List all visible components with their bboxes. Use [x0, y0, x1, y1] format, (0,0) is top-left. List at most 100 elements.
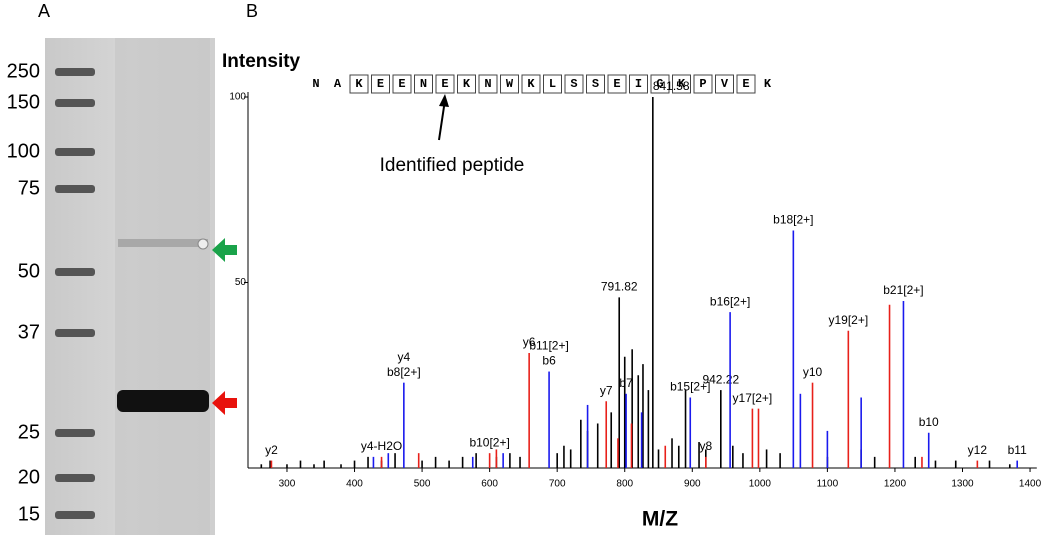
sequence-box — [736, 74, 756, 94]
gel-marker-label: 75 — [18, 177, 40, 199]
x-tick-label: 500 — [414, 479, 431, 490]
gel-marker-band — [55, 268, 95, 276]
gel-marker-label: 150 — [7, 91, 40, 113]
sequence-letter: E — [398, 77, 405, 91]
peak-label: b10[2+] — [469, 435, 509, 449]
peak-label: y6 — [523, 335, 536, 349]
sequence-letter: N — [312, 77, 319, 91]
arrow-green — [212, 238, 237, 262]
peak-label: 841.58 — [653, 79, 690, 93]
gel-marker-band — [55, 148, 95, 156]
sequence-letter: N — [484, 77, 491, 91]
sequence-letter: E — [742, 77, 749, 91]
peak-label: y2 — [265, 443, 278, 457]
peak-label: y12 — [968, 443, 988, 457]
peak-label: b8[2+] — [387, 365, 421, 379]
sequence-letter: K — [764, 77, 772, 91]
sequence-box — [650, 74, 670, 94]
sequence-box — [392, 74, 412, 94]
sequence-letter: E — [377, 77, 384, 91]
sequence-letter: K — [355, 77, 363, 91]
sequence-letter: W — [506, 77, 514, 91]
gel-marker-label: 37 — [18, 321, 40, 343]
sequence-letter: S — [570, 77, 577, 91]
gel-spot — [197, 238, 209, 250]
gel-marker-band — [55, 429, 95, 437]
sequence-letter: E — [441, 77, 448, 91]
peak-label: b15[2+] — [670, 380, 710, 394]
x-tick-label: 600 — [481, 479, 498, 490]
sequence-box — [715, 74, 734, 94]
gel-marker-band — [55, 68, 95, 76]
peak-label: b18[2+] — [773, 213, 813, 227]
panel-label: A — [38, 1, 50, 21]
y-tick-label: 50 — [235, 277, 247, 288]
y-axis-label: Intensity — [222, 51, 301, 72]
sequence-box — [349, 74, 369, 94]
x-tick-label: 1200 — [884, 479, 907, 490]
panel-label: B — [246, 1, 258, 21]
x-tick-label: 1400 — [1019, 479, 1042, 490]
y-tick-label: 100 — [229, 92, 246, 103]
gel-marker-band — [55, 185, 95, 193]
peak-label: b10 — [919, 415, 939, 429]
sequence-box — [500, 74, 519, 94]
sequence-letter: L — [549, 77, 556, 91]
sequence-box — [693, 74, 713, 94]
peak-label: b7 — [619, 376, 633, 390]
peak-label: 791.82 — [601, 280, 638, 294]
gel-marker-band — [55, 474, 95, 482]
gel-marker-label: 20 — [18, 466, 40, 488]
gel-marker-label: 250 — [7, 60, 40, 82]
x-tick-label: 1000 — [749, 479, 772, 490]
sequence-letter: P — [699, 77, 706, 91]
sequence-box — [564, 74, 584, 94]
peak-label: y19[2+] — [828, 313, 868, 327]
annotation-arrow — [438, 99, 446, 141]
peak-label: y10 — [803, 365, 823, 379]
gel-marker-label: 25 — [18, 421, 40, 443]
sequence-box — [629, 74, 648, 94]
sequence-box — [586, 74, 605, 94]
peak-label: b21[2+] — [883, 283, 923, 297]
sequence-letter: K — [678, 77, 686, 91]
x-tick-label: 300 — [279, 479, 296, 490]
gel-marker-label: 100 — [7, 140, 40, 162]
peak-label: b16[2+] — [710, 294, 750, 308]
x-tick-label: 700 — [549, 479, 566, 490]
x-tick-label: 800 — [616, 479, 633, 490]
peak-label: b6 — [542, 354, 556, 368]
peak-label: y4 — [397, 350, 410, 364]
x-axis-label: M/Z — [642, 508, 678, 531]
sequence-box — [435, 74, 455, 94]
sequence-box — [521, 74, 541, 94]
sequence-letter: I — [635, 77, 642, 91]
peak-label: b11 — [1008, 443, 1027, 457]
sequence-letter: K — [527, 77, 535, 91]
sequence-letter: V — [721, 77, 729, 91]
sequence-box — [543, 74, 562, 94]
gel-marker-band — [55, 99, 95, 107]
annotation-arrowhead — [439, 94, 449, 107]
sequence-letter: E — [613, 77, 620, 91]
arrow-red — [212, 391, 237, 415]
sequence-letter: N — [420, 77, 427, 91]
x-tick-label: 900 — [684, 479, 701, 490]
peak-label: b11[2+] — [529, 339, 568, 353]
sequence-box — [371, 74, 390, 94]
peak-label: y7 — [600, 383, 613, 397]
annotation: Identified peptide — [380, 155, 525, 176]
sequence-box — [414, 74, 433, 94]
sequence-letter: K — [463, 77, 471, 91]
gel-band — [117, 390, 209, 412]
gel-band — [118, 239, 208, 247]
x-tick-label: 1100 — [817, 479, 839, 490]
peak-label: y8 — [699, 439, 712, 453]
sequence-box — [607, 74, 627, 94]
sequence-box — [672, 74, 691, 94]
sequence-box — [457, 74, 476, 94]
sequence-letter: G — [656, 77, 663, 91]
gel-marker-label: 50 — [18, 260, 40, 282]
sequence-letter: A — [334, 77, 342, 91]
